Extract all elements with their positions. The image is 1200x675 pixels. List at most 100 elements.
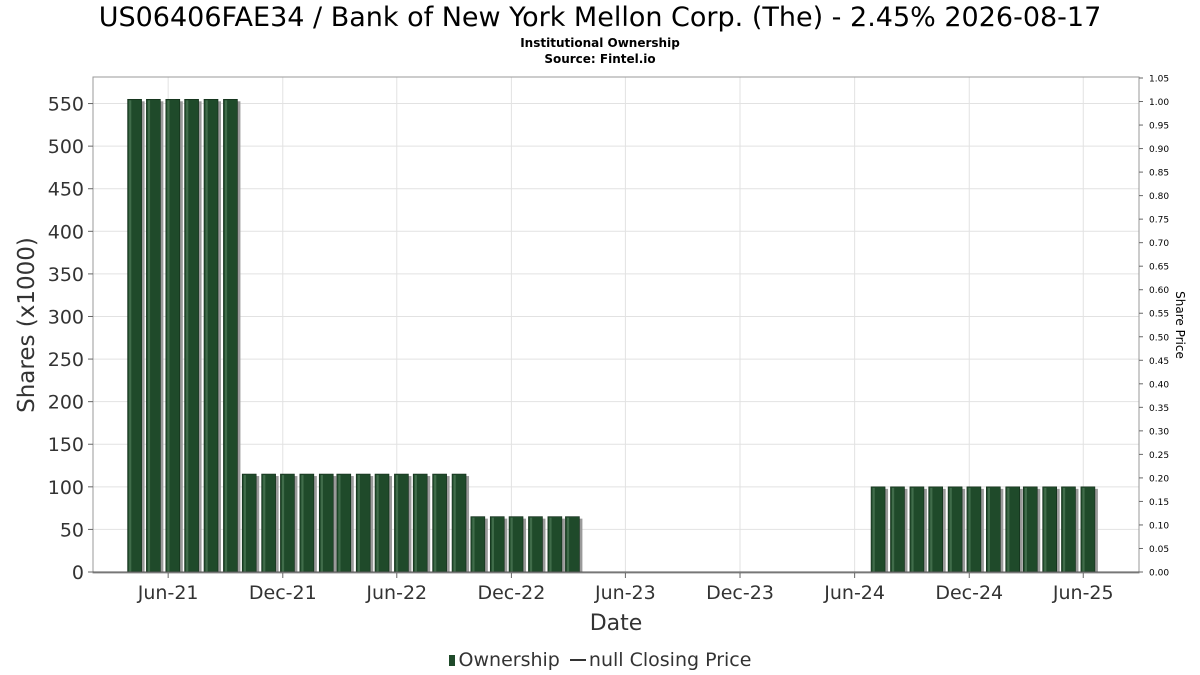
ownership-bar bbox=[565, 516, 583, 573]
bar-highlight bbox=[911, 487, 914, 572]
legend-label-closing-price: null Closing Price bbox=[588, 648, 752, 671]
legend-label-ownership: Ownership bbox=[458, 648, 560, 671]
bar-highlight bbox=[472, 517, 475, 572]
x-tick-label: Jun-21 bbox=[137, 582, 199, 604]
bar-highlight bbox=[205, 100, 208, 573]
bars-layer bbox=[127, 98, 1098, 573]
bar-highlight bbox=[1024, 487, 1027, 572]
ownership-bar bbox=[184, 98, 202, 573]
x-tick-label: Dec-22 bbox=[477, 582, 545, 604]
ownership-bar bbox=[412, 473, 431, 573]
ownership-bar bbox=[223, 98, 241, 573]
bar-highlight bbox=[320, 475, 323, 572]
ownership-bar bbox=[470, 516, 488, 573]
bar-highlight bbox=[357, 475, 360, 572]
chart-source: Source: Fintel.io bbox=[544, 52, 656, 66]
ownership-bar bbox=[1042, 486, 1060, 573]
ownership-bar bbox=[280, 473, 298, 573]
y2-axis-title: Share Price bbox=[1173, 291, 1187, 359]
ownership-bar bbox=[318, 473, 337, 573]
ownership-bar bbox=[203, 98, 222, 573]
ownership-bar bbox=[336, 473, 354, 573]
bar-highlight bbox=[376, 475, 379, 572]
y2-tick-label: 0.75 bbox=[1149, 216, 1169, 226]
y2-tick-label: 0.65 bbox=[1149, 263, 1169, 273]
y-tick-label: 100 bbox=[48, 477, 84, 499]
y2-tick-label: 1.05 bbox=[1149, 75, 1169, 85]
y2-tick-label: 0.00 bbox=[1149, 569, 1169, 579]
ownership-bar bbox=[451, 473, 470, 573]
y2-tick-label: 0.35 bbox=[1149, 404, 1169, 414]
x-tick-label: Jun-24 bbox=[823, 582, 885, 604]
ownership-bar bbox=[241, 473, 260, 573]
y-tick-label: 0 bbox=[72, 562, 84, 584]
y-axis-title: Shares (x1000) bbox=[14, 237, 40, 413]
y-tick-label: 350 bbox=[48, 264, 84, 286]
ownership-bar bbox=[870, 486, 889, 573]
y2-tick-label: 0.25 bbox=[1149, 451, 1169, 461]
ownership-bar bbox=[165, 98, 183, 573]
y2-tick-label: 0.80 bbox=[1149, 192, 1169, 202]
ownership-bar bbox=[986, 486, 1004, 573]
bar-highlight bbox=[1007, 487, 1010, 572]
y2-tick-label: 0.20 bbox=[1149, 474, 1169, 484]
ownership-bar bbox=[355, 473, 374, 573]
bar-highlight bbox=[338, 475, 341, 572]
bar-highlight bbox=[147, 100, 151, 573]
bar-highlight bbox=[395, 475, 399, 572]
ownership-bar bbox=[1061, 486, 1079, 573]
ownership-bar bbox=[1005, 486, 1023, 573]
y-tick-label: 50 bbox=[60, 519, 84, 541]
y-tick-label: 450 bbox=[48, 179, 84, 201]
y-tick-label: 250 bbox=[48, 349, 84, 371]
bar-highlight bbox=[224, 100, 228, 573]
bar-highlight bbox=[243, 475, 246, 572]
ownership-bar bbox=[890, 486, 908, 573]
y2-tick-label: 0.45 bbox=[1149, 357, 1169, 367]
bar-highlight bbox=[510, 517, 513, 572]
axis-layer: 0 50 100 150 200 250 300 350 400 450 500 550 0.00 0.0… bbox=[48, 75, 1170, 605]
x-axis-title: Date bbox=[590, 611, 643, 636]
bar-highlight bbox=[891, 487, 895, 572]
bar-highlight bbox=[987, 487, 991, 572]
ownership-bar bbox=[146, 98, 164, 573]
y-tick-label: 500 bbox=[48, 136, 84, 158]
bar-highlight bbox=[301, 475, 304, 572]
y2-tick-label: 1.00 bbox=[1149, 98, 1169, 108]
x-tick-label: Jun-23 bbox=[594, 582, 656, 604]
bar-highlight bbox=[529, 517, 533, 572]
y-tick-label: 200 bbox=[48, 392, 84, 414]
ownership-bar bbox=[508, 516, 527, 573]
bar-highlight bbox=[930, 487, 933, 572]
grid-layer bbox=[93, 77, 1139, 573]
ownership-bar bbox=[299, 473, 317, 573]
bar-highlight bbox=[167, 100, 170, 573]
ownership-bar bbox=[374, 473, 392, 573]
ownership-bar bbox=[966, 486, 984, 573]
y2-tick-label: 0.05 bbox=[1149, 545, 1169, 555]
bar-highlight bbox=[1082, 487, 1085, 572]
y2-tick-label: 0.50 bbox=[1149, 333, 1169, 343]
legend: Ownership null Closing Price bbox=[0, 648, 1200, 671]
y2-tick-label: 0.90 bbox=[1149, 145, 1169, 155]
legend-item-closing-price: null Closing Price bbox=[566, 648, 752, 671]
bar-highlight bbox=[453, 475, 456, 572]
x-tick-label: Dec-24 bbox=[935, 582, 1003, 604]
chart-title: US06406FAE34 / Bank of New York Mellon C… bbox=[98, 2, 1102, 33]
bar-highlight bbox=[872, 487, 875, 572]
ownership-bar bbox=[947, 486, 966, 573]
ownership-bar bbox=[261, 473, 279, 573]
bar-highlight bbox=[129, 100, 132, 573]
ownership-bar bbox=[928, 486, 946, 573]
ownership-bar bbox=[394, 473, 412, 573]
x-tick-label: Dec-21 bbox=[249, 582, 317, 604]
y2-tick-label: 0.60 bbox=[1149, 286, 1169, 296]
y2-tick-label: 0.15 bbox=[1149, 498, 1169, 508]
y-tick-label: 550 bbox=[48, 94, 84, 116]
y2-tick-label: 0.10 bbox=[1149, 521, 1169, 531]
closing-price-swatch-icon bbox=[569, 659, 586, 661]
bar-highlight bbox=[186, 100, 189, 573]
bar-highlight bbox=[281, 475, 285, 572]
y2-tick-label: 0.55 bbox=[1149, 310, 1169, 320]
